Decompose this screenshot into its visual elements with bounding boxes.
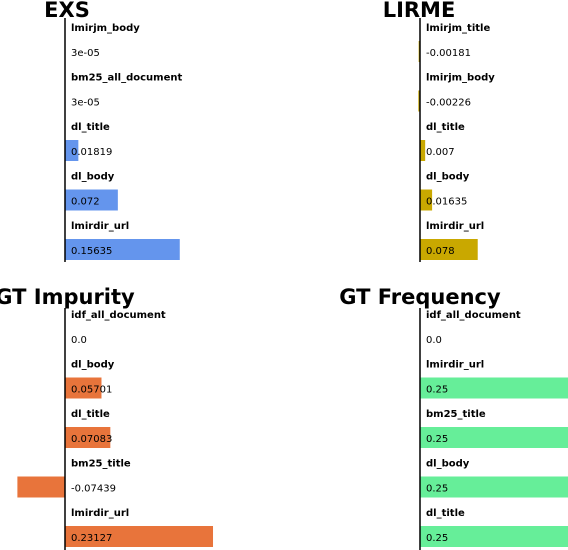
chart-title: LIRME — [383, 0, 456, 22]
feature-label: lmirdir_url — [426, 360, 484, 371]
value-label: 0.25 — [426, 385, 448, 396]
feature-label: lmirdir_url — [71, 221, 129, 232]
bar — [65, 140, 79, 161]
feature-label: dl_body — [426, 459, 470, 470]
bar — [420, 526, 568, 547]
feature-label: dl_body — [71, 360, 115, 371]
feature-label: bm25_title — [426, 409, 486, 420]
feature-label: lmirjm_body — [426, 73, 495, 84]
feature-label: dl_title — [426, 508, 465, 519]
value-label: 0.23127 — [71, 533, 112, 544]
bar — [420, 476, 568, 498]
feature-label: dl_title — [426, 122, 465, 133]
value-label: -0.00181 — [426, 48, 471, 59]
bar — [65, 427, 111, 448]
bar — [65, 377, 102, 399]
feature-label: dl_title — [71, 122, 110, 133]
chart-title: GT Impurity — [0, 285, 135, 309]
bar — [420, 239, 478, 260]
feature-label: idf_all_document — [426, 310, 521, 321]
feature-label: bm25_all_document — [71, 73, 182, 84]
value-label: 0.25 — [426, 434, 448, 445]
feature-label: lmirjm_title — [426, 23, 490, 34]
feature-label: dl_body — [71, 172, 115, 183]
value-label: 0.078 — [426, 246, 455, 257]
value-label: 0.007 — [426, 147, 455, 158]
bar — [65, 189, 118, 211]
value-label: 0.05701 — [71, 385, 112, 396]
value-label: 0.0 — [426, 335, 442, 346]
bar — [420, 189, 433, 211]
feature-label: lmirdir_url — [71, 508, 129, 519]
feature-label: bm25_title — [71, 459, 131, 470]
chart-title: EXS — [44, 0, 90, 22]
value-label: 0.07083 — [71, 434, 112, 445]
value-label: 3e-05 — [71, 48, 100, 59]
value-label: 0.15635 — [71, 246, 112, 257]
bar — [65, 526, 214, 547]
bar — [418, 90, 420, 112]
feature-label: idf_all_document — [71, 310, 166, 321]
value-label: 0.01819 — [71, 147, 112, 158]
value-label: 0.25 — [426, 533, 448, 544]
value-label: 0.25 — [426, 484, 448, 495]
value-label: 3e-05 — [71, 98, 100, 109]
bar — [17, 476, 65, 498]
bar — [420, 377, 568, 399]
bar — [420, 427, 568, 448]
value-label: 0.0 — [71, 335, 87, 346]
value-label: 0.072 — [71, 197, 100, 208]
bar — [420, 140, 426, 161]
feature-label: lmirjm_body — [71, 23, 140, 34]
feature-label: dl_body — [426, 172, 470, 183]
value-label: -0.00226 — [426, 98, 471, 109]
feature-label: dl_title — [71, 409, 110, 420]
chart-title: GT Frequency — [339, 285, 501, 309]
bar — [65, 239, 180, 260]
feature-label: lmirdir_url — [426, 221, 484, 232]
value-label: -0.07439 — [71, 484, 116, 495]
value-label: 0.01635 — [426, 197, 467, 208]
